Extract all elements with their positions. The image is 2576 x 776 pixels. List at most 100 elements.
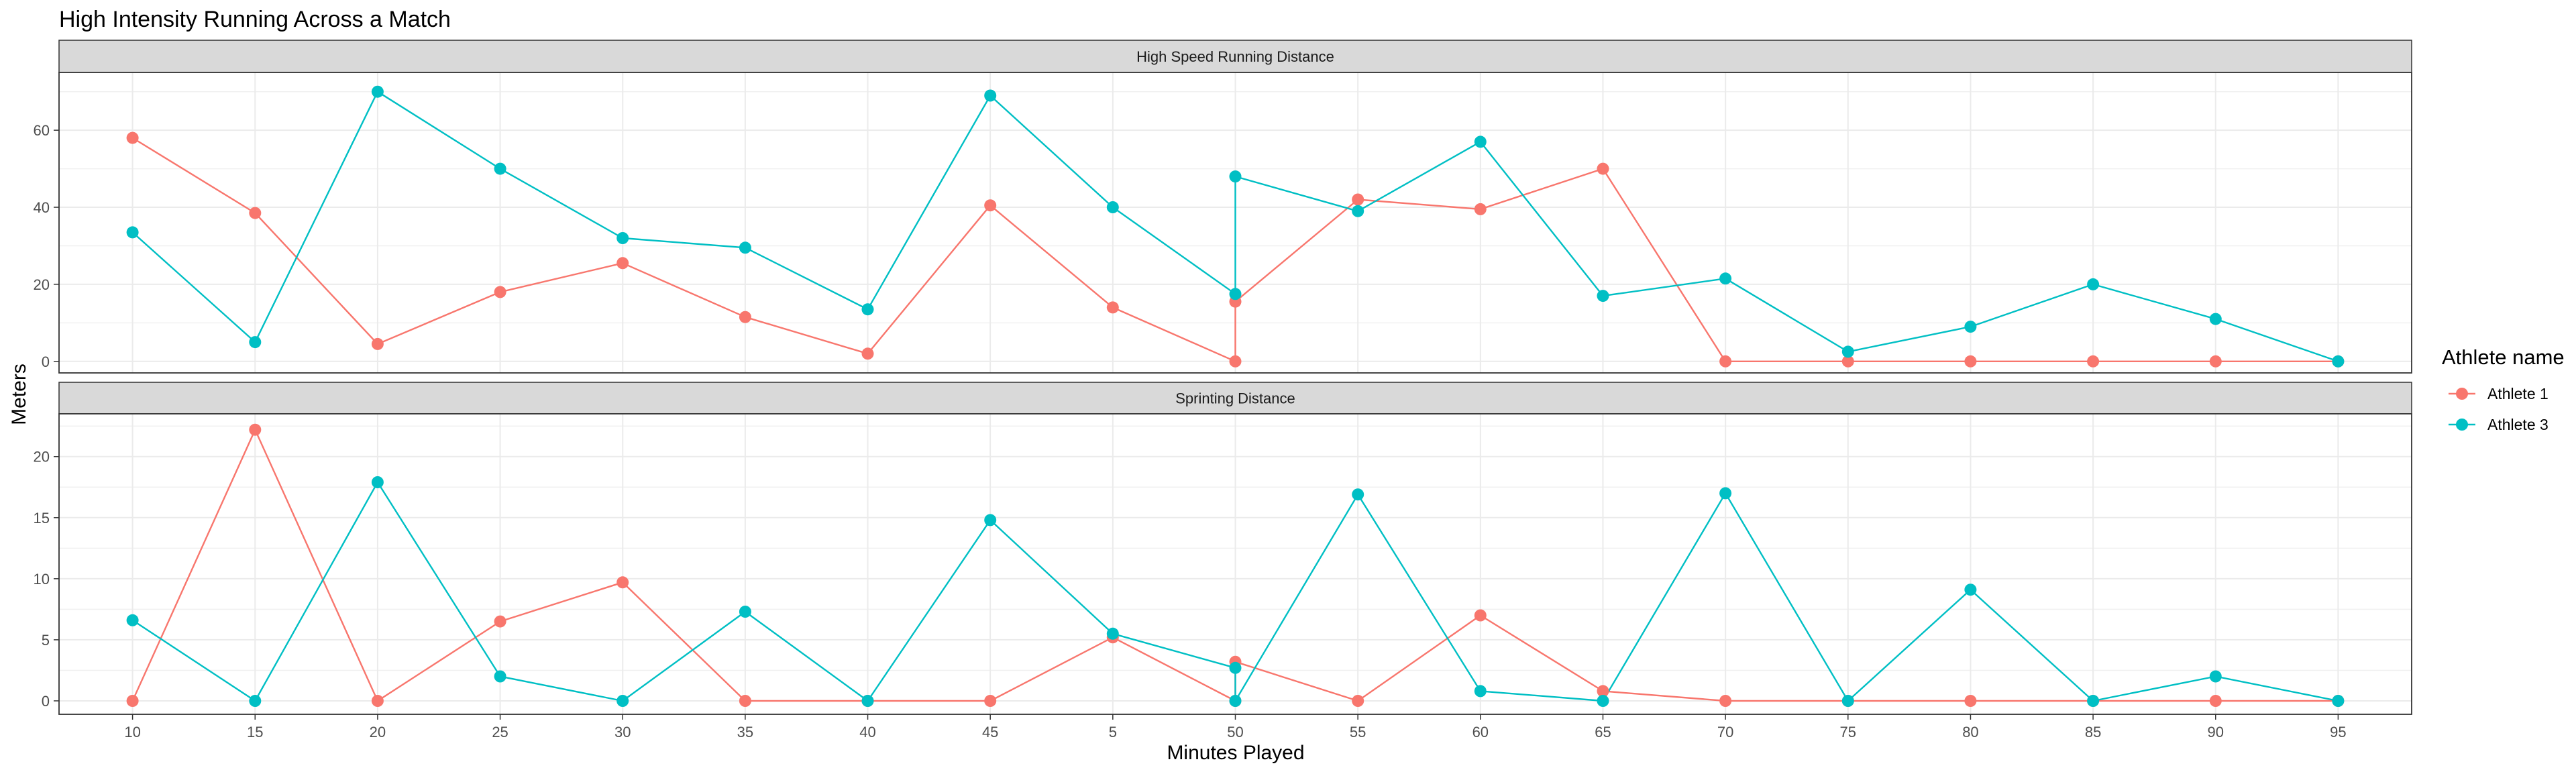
data-point xyxy=(1106,627,1119,640)
data-point xyxy=(1474,685,1487,698)
x-tick-label: 35 xyxy=(737,724,753,740)
facet-strip-label: High Speed Running Distance xyxy=(1136,48,1334,65)
data-point xyxy=(494,286,506,298)
data-point xyxy=(861,303,874,316)
data-point xyxy=(616,232,629,244)
data-point xyxy=(984,514,997,526)
facet-strip-label: Sprinting Distance xyxy=(1175,390,1295,407)
data-point xyxy=(249,695,262,707)
data-point xyxy=(739,606,751,618)
x-tick-label: 75 xyxy=(1840,724,1856,740)
facet-strip xyxy=(58,382,2412,414)
data-point xyxy=(984,199,997,212)
data-point xyxy=(494,670,506,683)
data-point xyxy=(249,423,262,436)
legend-label: Athlete 1 xyxy=(2487,385,2548,402)
y-tick-label: 0 xyxy=(42,353,50,370)
x-tick-label: 85 xyxy=(2085,724,2101,740)
x-tick-label: 60 xyxy=(1472,724,1489,740)
x-tick-label: 20 xyxy=(370,724,386,740)
data-point xyxy=(371,337,384,350)
x-tick-label: 30 xyxy=(614,724,631,740)
y-tick-label: 40 xyxy=(34,199,50,216)
data-point xyxy=(1229,288,1242,300)
legend-label: Athlete 3 xyxy=(2487,416,2548,433)
facet-panel-2: Sprinting Distance 0 5 10 15 20 xyxy=(34,382,2412,715)
y-tick-label: 60 xyxy=(34,122,50,139)
data-point xyxy=(126,695,139,707)
x-tick-label: 45 xyxy=(982,724,998,740)
data-point xyxy=(1841,695,1854,707)
x-axis-title: Minutes Played xyxy=(1167,742,1304,764)
series-line-athlete-3 xyxy=(131,481,2339,702)
data-point xyxy=(1719,355,1732,368)
legend-key-point xyxy=(2456,419,2468,431)
y-tick-label: 5 xyxy=(42,632,50,649)
x-axis: 10 15 20 25 30 35 40 45 5 50 55 60 65 70 75 80 85 90 95 xyxy=(124,714,2347,740)
chart-title: High Intensity Running Across a Match xyxy=(59,7,451,32)
data-point xyxy=(1474,203,1487,215)
legend: Athlete 1 Athlete 3 xyxy=(2449,385,2548,433)
data-point xyxy=(1229,355,1242,368)
data-point xyxy=(126,614,139,626)
y-axis-title: Meters xyxy=(8,364,30,425)
y-tick-label: 20 xyxy=(34,276,50,293)
data-point xyxy=(1229,661,1242,674)
data-point xyxy=(2209,695,2222,707)
data-point xyxy=(739,241,751,254)
panel-border xyxy=(58,72,2412,374)
data-point xyxy=(249,336,262,349)
data-point xyxy=(371,695,384,707)
data-point xyxy=(1964,584,1977,596)
data-point xyxy=(861,347,874,360)
data-point xyxy=(371,476,384,488)
x-tick-label: 5 xyxy=(1109,724,1117,740)
data-point xyxy=(126,131,139,144)
data-point xyxy=(2209,670,2222,683)
x-tick-label: 40 xyxy=(859,724,875,740)
data-point xyxy=(1597,695,1609,707)
data-point xyxy=(126,226,139,239)
x-tick-label: 25 xyxy=(492,724,508,740)
data-point xyxy=(2209,355,2222,368)
data-point xyxy=(1352,488,1364,501)
data-point xyxy=(2332,355,2345,368)
y-tick-label: 20 xyxy=(34,449,50,465)
data-point xyxy=(1597,290,1609,302)
x-tick-label: 50 xyxy=(1227,724,1243,740)
series-line-athlete-3 xyxy=(131,91,2339,362)
x-tick-label: 70 xyxy=(1717,724,1733,740)
x-tick-label: 15 xyxy=(247,724,263,740)
data-point xyxy=(739,311,751,323)
data-point xyxy=(984,695,997,707)
data-point xyxy=(1352,205,1364,217)
data-point xyxy=(1106,301,1119,314)
x-tick-label: 65 xyxy=(1595,724,1611,740)
data-point xyxy=(1719,487,1732,500)
legend-key-point xyxy=(2456,388,2468,400)
data-point xyxy=(2087,355,2100,368)
data-point xyxy=(371,85,384,98)
data-point xyxy=(616,695,629,707)
data-point xyxy=(1841,345,1854,358)
data-point xyxy=(1106,201,1119,213)
data-point xyxy=(2332,695,2345,707)
data-point xyxy=(2087,695,2100,707)
facet-strip xyxy=(58,40,2412,73)
data-point xyxy=(1964,695,1977,707)
data-point xyxy=(1229,170,1242,183)
x-tick-label: 80 xyxy=(1962,724,1978,740)
legend-title: Athlete name xyxy=(2442,345,2565,369)
y-tick-label: 0 xyxy=(42,693,50,710)
data-point xyxy=(494,615,506,628)
data-point xyxy=(616,576,629,589)
y-tick-label: 15 xyxy=(34,510,50,526)
data-point xyxy=(739,695,751,707)
data-point xyxy=(1841,355,1854,368)
facet-panel-1: High Speed Running Distance 0 20 40 60 xyxy=(34,40,2412,374)
series-line-athlete-1 xyxy=(131,137,2339,362)
x-tick-label: 10 xyxy=(124,724,140,740)
data-point xyxy=(1229,695,1242,707)
data-point xyxy=(1352,193,1364,206)
